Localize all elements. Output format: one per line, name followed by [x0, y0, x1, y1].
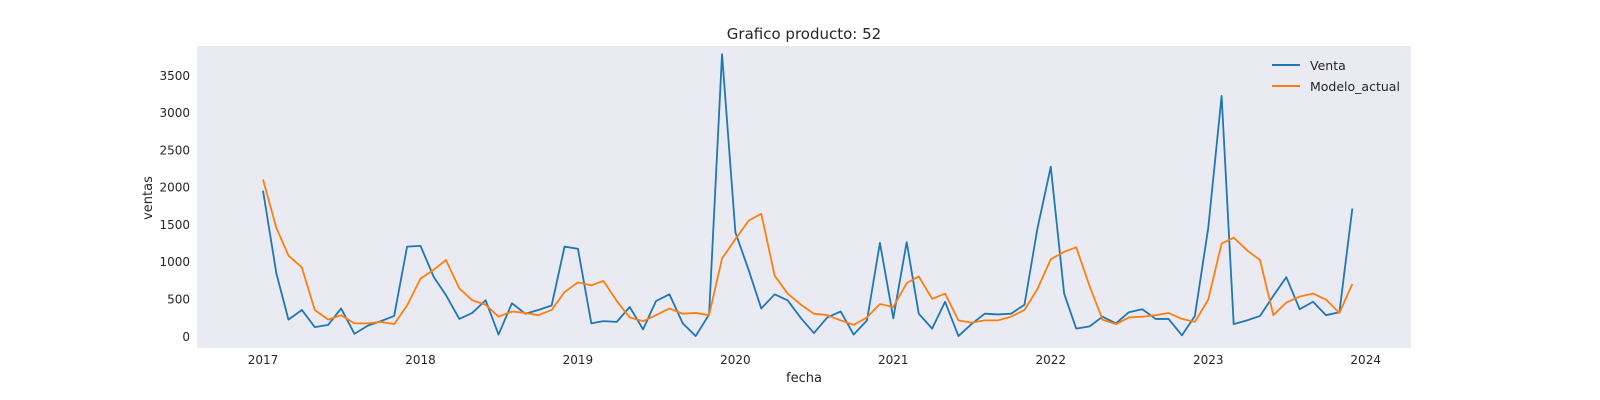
x-tick-label: 2018 [405, 353, 436, 367]
x-tick-label: 2022 [1035, 353, 1066, 367]
x-tick-label: 2023 [1193, 353, 1224, 367]
y-tick-label: 3500 [159, 69, 190, 83]
x-tick-label: 2021 [878, 353, 909, 367]
y-tick-label: 3000 [159, 106, 190, 120]
y-tick-label: 500 [167, 293, 190, 307]
series-line-modelo-actual [262, 179, 1354, 326]
x-tick-label: 2019 [563, 353, 594, 367]
y-tick-label: 2000 [159, 181, 190, 195]
y-tick-label: 0 [182, 330, 190, 344]
plot-area [197, 46, 1411, 348]
legend-label-venta: Venta [1310, 58, 1346, 73]
legend: Venta Modelo_actual [1272, 58, 1400, 94]
x-tick-label: 2017 [248, 353, 279, 367]
legend-label-modelo-actual: Modelo_actual [1310, 79, 1400, 94]
y-axis-label: ventas [141, 176, 156, 220]
series-lines [262, 53, 1354, 337]
x-tick-label: 2020 [720, 353, 751, 367]
chart-title: Grafico producto: 52 [727, 25, 881, 43]
series-line-venta [262, 53, 1354, 337]
x-axis-label: fecha [786, 371, 822, 386]
x-axis-ticks: 2017 2018 2019 2020 2021 2022 2023 2024 [248, 353, 1381, 367]
y-tick-label: 1500 [159, 218, 190, 232]
y-tick-label: 2500 [159, 143, 190, 157]
y-axis-ticks: 0 500 1000 1500 2000 2500 3000 3500 [159, 69, 190, 344]
y-tick-label: 1000 [159, 255, 190, 269]
x-tick-label: 2024 [1350, 353, 1381, 367]
